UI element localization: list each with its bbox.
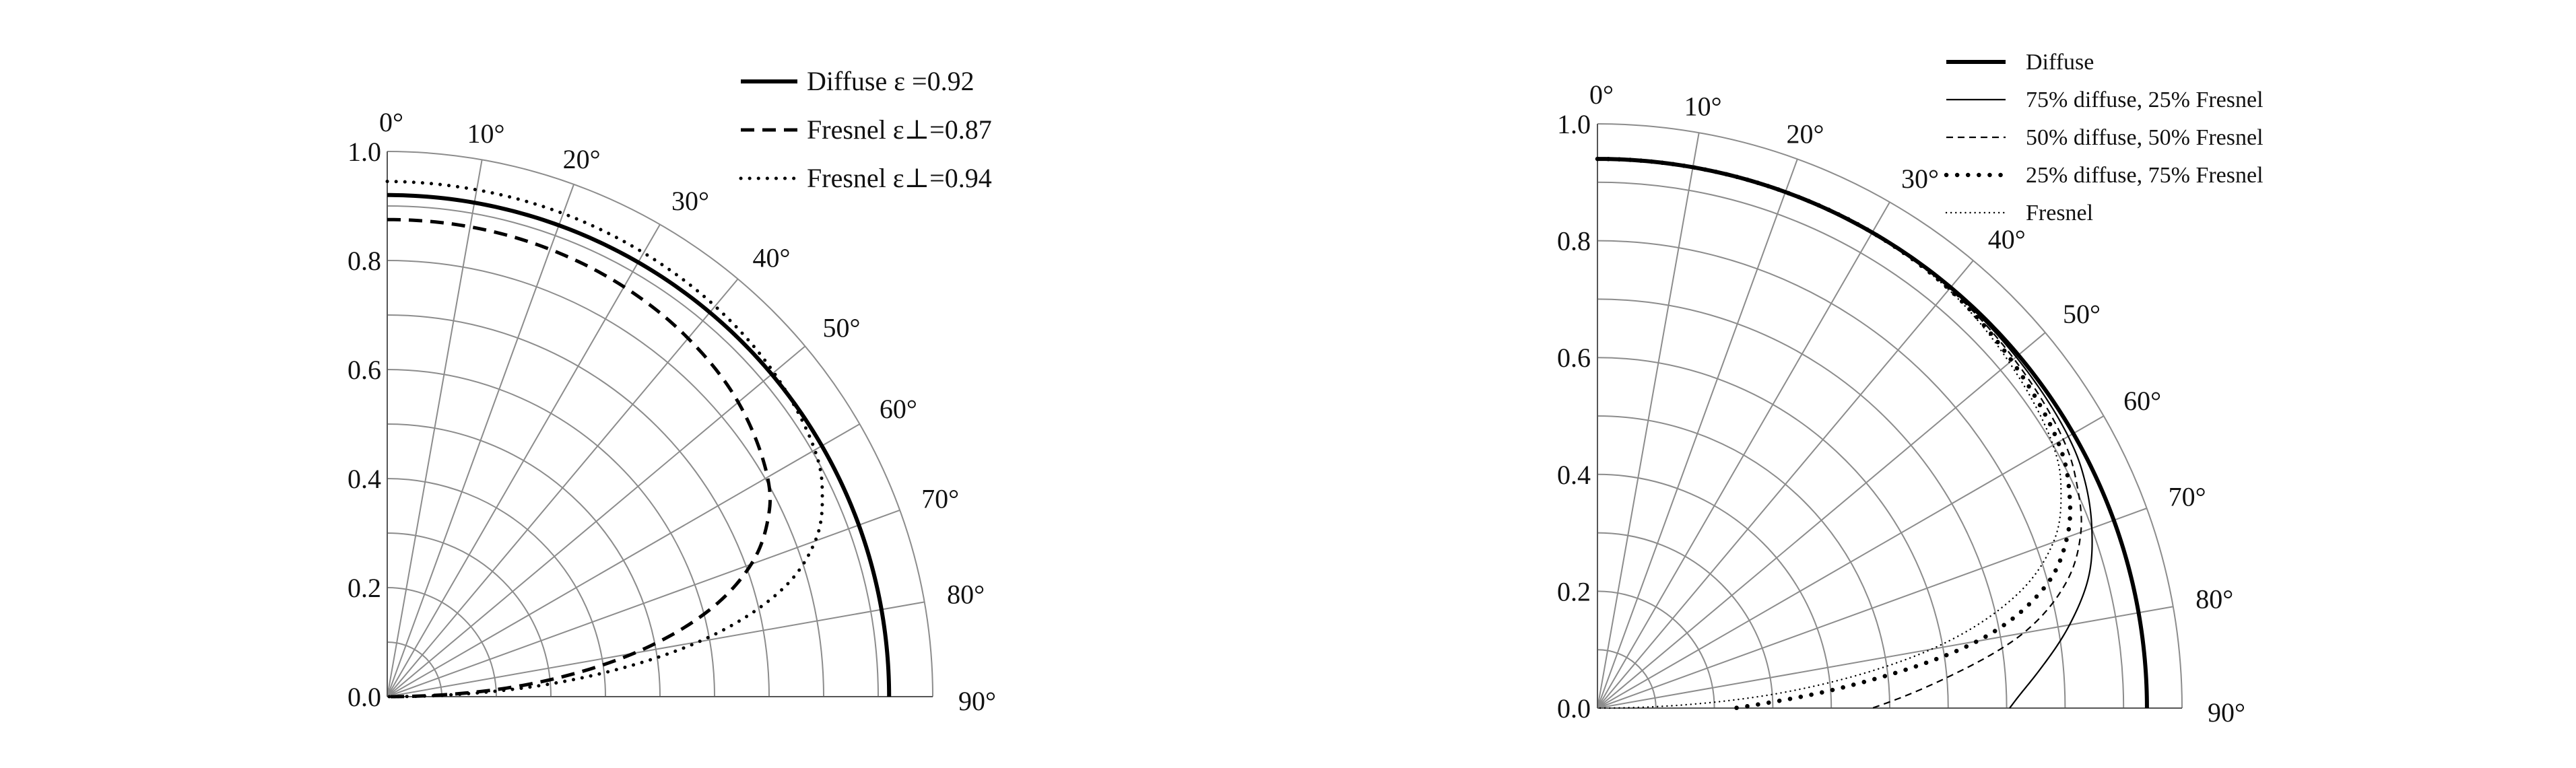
- angle-tick-label: 90°: [2208, 697, 2245, 728]
- grid-arc: [387, 260, 824, 697]
- grid-spoke: [387, 423, 860, 697]
- grid-arc: [1597, 240, 2066, 709]
- angle-tick-label: 40°: [753, 242, 791, 273]
- grid-spoke: [1597, 133, 1700, 709]
- grid-arc: [1597, 181, 2125, 709]
- grid-spoke: [1597, 201, 1890, 709]
- series-line-4: [1595, 156, 2073, 711]
- grid-spoke: [387, 278, 739, 697]
- polar-frame: [1597, 124, 2182, 709]
- polar-frame: [387, 151, 933, 697]
- grid-spoke: [1597, 415, 2105, 709]
- grid-arc: [387, 641, 442, 697]
- grid-arc: [1597, 123, 2183, 709]
- grid-arc: [387, 151, 933, 697]
- series-curves: [1595, 156, 2149, 711]
- grid-arc: [387, 314, 770, 697]
- angle-tick-label: 90°: [958, 686, 996, 716]
- legend-label: Diffuse: [2026, 50, 2094, 75]
- angle-tick-label: 20°: [1787, 118, 1824, 149]
- angle-tick-label: 30°: [1901, 164, 1939, 194]
- radial-tick-label: 1.0: [1557, 109, 1591, 139]
- angle-tick-label: 0°: [1589, 79, 1614, 110]
- grid-spoke: [1597, 332, 2046, 709]
- angle-tick-label: 80°: [947, 579, 985, 609]
- radial-tick-label: 0.8: [348, 246, 381, 276]
- angle-tick-label: 50°: [823, 312, 861, 343]
- grid-arc: [1597, 357, 1949, 709]
- angle-tick-label: 10°: [1684, 92, 1722, 122]
- series-line-2: [387, 217, 772, 699]
- legend-entry: 50% diffuse, 50% Fresnel: [1946, 125, 2264, 150]
- grid-arc: [1597, 298, 2008, 709]
- grid-arc: [387, 587, 497, 697]
- left-polar-chart: 0.0 0.2 0.4 0.6 0.8 1.00° 10° 20° 30° 40° 50° 60° 70…: [348, 66, 996, 716]
- grid-spoke: [1597, 508, 2147, 709]
- angle-tick-label: 40°: [1988, 224, 2026, 254]
- grid-arc: [387, 369, 715, 697]
- legend-entry: Diffuse: [1946, 50, 2094, 75]
- legend-entry: 25% diffuse, 75% Fresnel: [1944, 163, 2264, 188]
- series-line-1: [387, 193, 892, 697]
- grid-spoke: [387, 601, 925, 697]
- grid-spoke: [387, 184, 574, 697]
- grid-spoke: [1597, 606, 2173, 709]
- legend-label: Diffuse ε =0.92: [807, 66, 975, 96]
- grid-spoke: [387, 160, 483, 697]
- grid-arc: [387, 532, 552, 697]
- angle-tick-label: 70°: [921, 483, 959, 514]
- polar-grid: [387, 151, 933, 697]
- radial-tick-label: 0.4: [348, 464, 381, 494]
- grid-spoke: [387, 345, 806, 697]
- grid-spoke: [387, 510, 900, 697]
- radial-tick-label: 0.2: [348, 573, 381, 603]
- grid-spoke: [1597, 159, 1798, 709]
- polar-grid: [1597, 123, 2183, 709]
- legend-entry: Fresnel ε⊥=0.94: [739, 163, 992, 193]
- angle-tick-label: 50°: [2063, 299, 2101, 329]
- grid-arc: [387, 205, 879, 697]
- legend-label: 75% diffuse, 25% Fresnel: [2026, 88, 2264, 112]
- grid-arc: [1597, 473, 1832, 709]
- radial-tick-label: 1.0: [348, 137, 381, 167]
- legend: Diffuse ε =0.92 Fresnel ε⊥=0.87 Fresnel ε⊥…: [739, 66, 992, 193]
- legend-label: 25% diffuse, 75% Fresnel: [2026, 163, 2264, 188]
- grid-arc: [1597, 532, 1774, 709]
- radial-tick-label: 0.0: [348, 682, 381, 712]
- series-curves: [385, 180, 892, 699]
- radial-tick-label: 0.6: [348, 355, 381, 385]
- legend-label: Fresnel ε⊥=0.87: [807, 114, 992, 145]
- legend-entry: Diffuse ε =0.92: [741, 66, 975, 96]
- grid-spoke: [1597, 260, 1974, 709]
- grid-arc: [387, 478, 606, 697]
- right-polar-chart: 0.0 0.2 0.4 0.6 0.8 1.00° 10° 20° 30° 40° 50° 60° 70…: [1557, 50, 2264, 728]
- angle-tick-label: 10°: [467, 118, 505, 149]
- legend-entry: 75% diffuse, 25% Fresnel: [1946, 88, 2264, 112]
- legend-label: Fresnel: [2026, 201, 2093, 225]
- radial-tick-label: 0.2: [1557, 576, 1591, 606]
- grid-arc: [387, 423, 661, 697]
- angle-tick-label: 60°: [880, 394, 917, 424]
- angle-tick-label: 20°: [563, 144, 601, 174]
- legend-entry: Fresnel: [1945, 201, 2093, 225]
- angle-tick-label: 30°: [671, 186, 709, 216]
- radial-tick-label: 0.4: [1557, 460, 1591, 490]
- radial-tick-label: 0.8: [1557, 226, 1591, 256]
- series-line-3: [385, 180, 824, 699]
- grid-arc: [1597, 415, 1890, 709]
- angle-tick-label: 60°: [2123, 386, 2161, 416]
- legend-entry: Fresnel ε⊥=0.87: [741, 114, 992, 145]
- radial-tick-label: 0.0: [1557, 693, 1591, 724]
- angle-tick-label: 80°: [2195, 584, 2233, 614]
- angle-tick-label: 0°: [379, 107, 403, 137]
- radial-tick-label: 0.6: [1557, 343, 1591, 373]
- angle-tick-label: 70°: [2169, 481, 2206, 512]
- legend: Diffuse 75% diffuse, 25% Fresnel 50% diffu…: [1944, 50, 2264, 225]
- grid-spoke: [387, 224, 661, 697]
- legend-label: 50% diffuse, 50% Fresnel: [2026, 125, 2264, 150]
- legend-label: Fresnel ε⊥=0.94: [807, 163, 992, 193]
- grid-arc: [1597, 590, 1715, 709]
- grid-arc: [1597, 649, 1657, 709]
